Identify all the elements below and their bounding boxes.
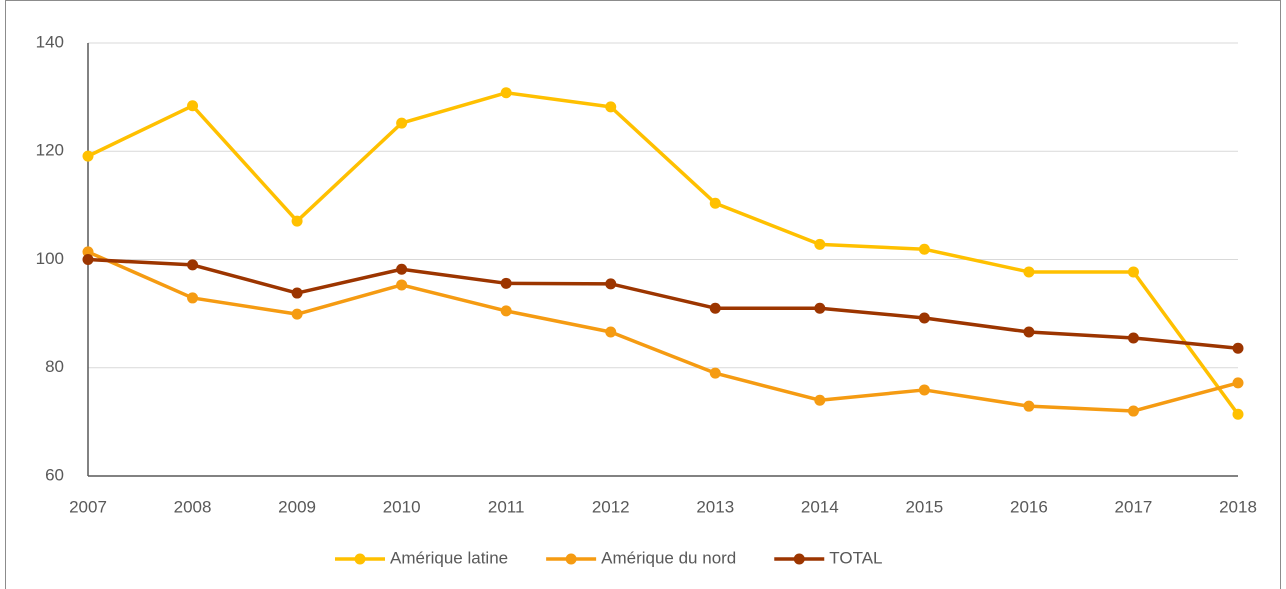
legend-marker	[354, 553, 366, 565]
x-tick-label: 2017	[1115, 497, 1153, 516]
data-point	[1127, 266, 1139, 278]
data-point	[605, 278, 617, 290]
y-tick-label: 80	[45, 357, 64, 376]
data-point	[1232, 408, 1244, 420]
data-point	[291, 215, 303, 227]
data-point	[814, 394, 826, 406]
data-point	[500, 277, 512, 289]
data-point	[1127, 405, 1139, 417]
legend-marker	[565, 553, 577, 565]
data-point	[500, 305, 512, 317]
data-point	[605, 326, 617, 338]
y-tick-label: 60	[45, 465, 64, 484]
data-point	[396, 279, 408, 291]
x-tick-label: 2018	[1219, 497, 1257, 516]
x-tick-label: 2007	[69, 497, 107, 516]
x-tick-label: 2008	[174, 497, 212, 516]
series-line	[87, 91, 1240, 416]
data-point	[918, 312, 930, 324]
y-tick-label: 140	[36, 32, 64, 51]
x-tick-label: 2016	[1010, 497, 1048, 516]
data-point	[1232, 342, 1244, 354]
x-tick-label: 2009	[278, 497, 316, 516]
data-point	[814, 238, 826, 250]
data-point	[1023, 400, 1035, 412]
legend-label: Amérique du nord	[601, 548, 736, 567]
y-tick-label: 100	[36, 249, 64, 268]
data-point	[709, 302, 721, 314]
chart-frame	[5, 0, 1281, 589]
data-point	[82, 254, 94, 265]
data-point	[291, 287, 303, 299]
data-point	[82, 150, 94, 162]
x-tick-label: 2011	[488, 497, 525, 516]
y-tick-label: 120	[36, 141, 64, 160]
data-point	[709, 197, 721, 209]
legend-label: TOTAL	[829, 548, 882, 567]
data-point	[918, 243, 930, 255]
data-point	[1023, 266, 1035, 278]
data-point	[605, 101, 617, 113]
legend-marker	[793, 553, 805, 565]
data-point	[396, 263, 408, 275]
data-point	[709, 367, 721, 379]
data-point	[187, 292, 199, 304]
data-point	[1127, 332, 1139, 344]
x-tick-label: 2014	[801, 497, 839, 516]
x-tick-label: 2012	[592, 497, 630, 516]
series-line	[87, 257, 1239, 351]
data-point	[187, 259, 199, 271]
data-point	[1023, 326, 1035, 338]
data-point	[187, 100, 199, 112]
data-point	[814, 302, 826, 314]
data-point	[918, 384, 930, 396]
data-point	[82, 246, 94, 258]
data-point	[500, 87, 512, 99]
data-point	[291, 308, 303, 320]
x-tick-label: 2015	[905, 497, 943, 516]
legend-label: Amérique latine	[390, 548, 508, 567]
data-point	[1232, 377, 1244, 389]
data-point	[396, 117, 408, 129]
series-line	[87, 250, 1239, 413]
x-tick-label: 2013	[696, 497, 734, 516]
x-tick-label: 2010	[383, 497, 421, 516]
